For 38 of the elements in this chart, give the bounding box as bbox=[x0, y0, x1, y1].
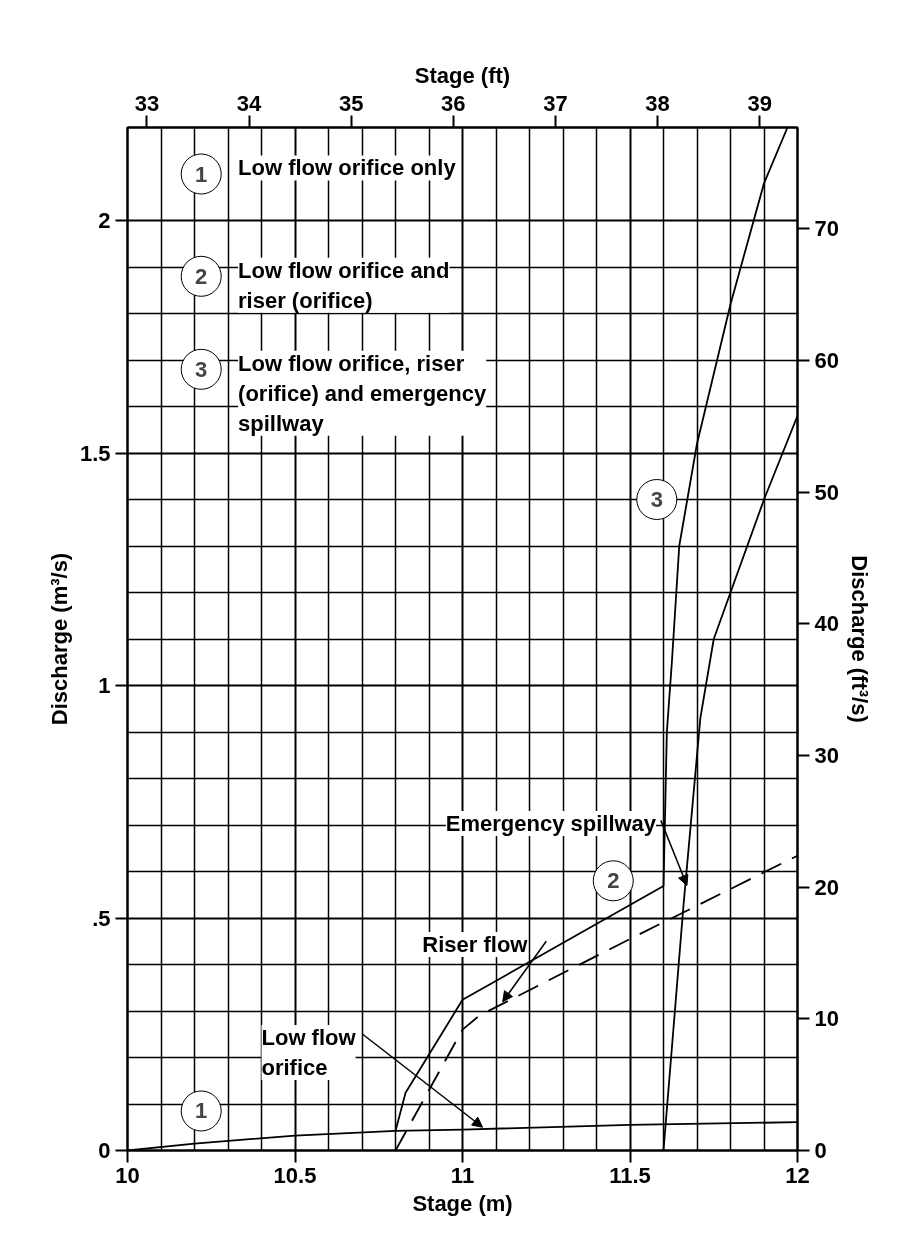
y2-tick-label: 20 bbox=[814, 874, 839, 900]
y-axis-title: Discharge (m³/s) bbox=[46, 552, 72, 726]
y2-tick-label: 10 bbox=[814, 1006, 839, 1032]
y-tick-label: 2 bbox=[98, 208, 111, 233]
x2-tick-label: 35 bbox=[338, 90, 364, 116]
y2-tick-label: 60 bbox=[814, 347, 839, 373]
x2-tick-label: 39 bbox=[747, 90, 772, 116]
annotation: Low flow orifice bbox=[261, 1024, 357, 1080]
y-tick-label: 0 bbox=[98, 1138, 111, 1163]
y2-tick-label: 40 bbox=[814, 611, 839, 637]
x-tick-label: 11 bbox=[450, 1162, 475, 1188]
x2-tick-label: 34 bbox=[236, 90, 263, 116]
annotation: Riser flow bbox=[422, 931, 529, 957]
text: 2 Low flow orifice and riser (orifice) bbox=[195, 257, 450, 313]
text: 1 Low flow orifice only bbox=[195, 155, 456, 187]
annotation: 2 bbox=[607, 868, 620, 894]
x2-tick-label: 38 bbox=[645, 90, 670, 116]
x-tick-label: 10 bbox=[115, 1162, 140, 1188]
y2-tick-label: 50 bbox=[814, 479, 839, 505]
x2-tick-label: 37 bbox=[543, 90, 568, 116]
text: 3 Low flow orifice, riser (orifice) and emergency spillway bbox=[195, 350, 487, 436]
annotation: Emergency spillway bbox=[445, 811, 657, 837]
y-tick-label: .5 bbox=[92, 905, 111, 931]
x2-axis-title: Stage (ft) bbox=[414, 62, 511, 88]
annotation: 3 bbox=[650, 487, 663, 512]
y-tick-label: 1.5 bbox=[79, 440, 111, 466]
y2-tick-label: 0 bbox=[814, 1138, 827, 1163]
x-tick-label: 11.5 bbox=[609, 1162, 651, 1188]
x-tick-label: 12 bbox=[785, 1162, 810, 1188]
y2-axis-title: Discharge (ft³/s) bbox=[846, 555, 872, 723]
y2-tick-label: 30 bbox=[814, 742, 839, 768]
annotation: 1 bbox=[195, 1098, 208, 1124]
x-tick-label: 10.5 bbox=[273, 1162, 317, 1188]
y2-tick-label: 70 bbox=[814, 216, 839, 242]
x2-tick-label: 36 bbox=[441, 90, 466, 116]
y-tick-label: 1 bbox=[98, 673, 111, 698]
x2-tick-label: 33 bbox=[134, 90, 160, 116]
x-axis-title: Stage (m) bbox=[412, 1190, 513, 1216]
